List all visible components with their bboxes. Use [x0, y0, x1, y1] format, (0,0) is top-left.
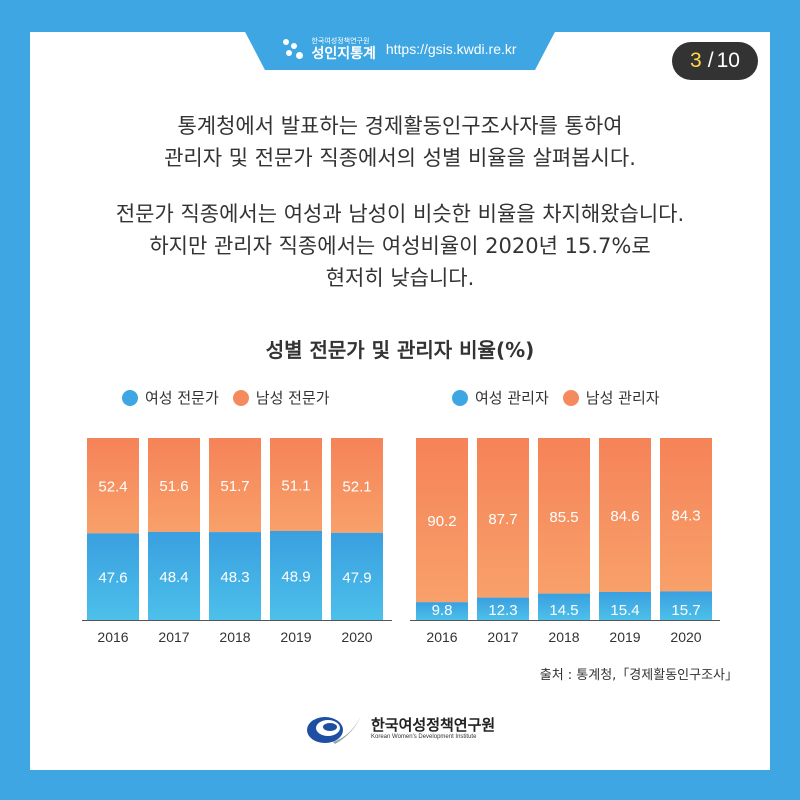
- data-label-female: 48.4: [159, 569, 188, 586]
- data-label-male: 84.3: [671, 508, 700, 525]
- x-tick-label: 2020: [341, 629, 372, 645]
- bar-male: [209, 438, 261, 533]
- x-tick-label: 2016: [426, 629, 457, 645]
- bar-male: [599, 438, 651, 592]
- bar-female: [270, 531, 322, 620]
- brand-dots-icon: [283, 39, 305, 59]
- bar-female: [416, 602, 468, 620]
- bar-female: [599, 591, 651, 620]
- x-tick-label: 2017: [487, 629, 518, 645]
- data-label-male: 90.2: [427, 513, 456, 530]
- intro-line-5: 현저히 낮습니다.: [325, 266, 475, 290]
- data-label-female: 48.9: [281, 569, 310, 586]
- source-note: 출처 : 통계청,「경제활동인구조사」: [539, 668, 738, 683]
- bar-female: [209, 532, 261, 620]
- brand-logo: 한국여성정책연구원 성인지통계: [283, 36, 376, 62]
- x-tick-label: 2017: [158, 629, 189, 645]
- bar-male: [270, 438, 322, 532]
- bar-male: [477, 438, 529, 598]
- legend-entry-male-pro: 남성 전문가: [232, 387, 330, 408]
- legend-entry-male-mgr: 남성 관리자: [562, 387, 660, 408]
- intro-paragraph-1: 통계청에서 발표하는 경제활동인구조사자를 통하여 관리자 및 전문가 직종에서…: [40, 110, 760, 174]
- data-label-male: 51.6: [159, 478, 188, 495]
- data-label-female: 15.4: [610, 602, 639, 619]
- chart-title: 성별 전문가 및 관리자 비율(%): [265, 338, 535, 362]
- legend-entry-female-mgr: 여성 관리자: [452, 387, 549, 408]
- brand-org-small: 한국여성정책연구원: [311, 36, 370, 45]
- intro-line-3: 전문가 직종에서는 여성과 남성이 비슷한 비율을 차지해왔습니다.: [115, 202, 685, 226]
- intro-line-1: 통계청에서 발표하는 경제활동인구조사자를 통하여: [177, 114, 623, 138]
- legend-dot-female-icon: [452, 389, 468, 406]
- bar-male: [660, 438, 712, 592]
- bar-female: [477, 597, 529, 620]
- intro-paragraph-2: 전문가 직종에서는 여성과 남성이 비슷한 비율을 차지해왔습니다. 하지만 관…: [40, 198, 760, 294]
- x-tick-label: 2019: [280, 629, 311, 645]
- header-tab: 한국여성정책연구원 성인지통계 https://gsis.kwdi.re.kr: [243, 28, 557, 70]
- x-tick-label: 2018: [219, 629, 250, 645]
- bar-male: [87, 438, 139, 534]
- x-tick-label: 2016: [97, 629, 128, 645]
- data-label-male: 52.1: [342, 478, 371, 495]
- legend-label: 여성 관리자: [475, 389, 549, 407]
- data-label-female: 14.5: [549, 602, 578, 619]
- legend-professionals: 여성 전문가 남성 전문가: [122, 387, 344, 408]
- bar-male: [148, 438, 200, 532]
- data-label-female: 47.6: [98, 570, 127, 587]
- data-label-female: 12.3: [488, 602, 517, 619]
- intro-line-2: 관리자 및 전문가 직종에서의 성별 비율을 살펴봅시다.: [164, 146, 636, 170]
- x-tick-label: 2020: [670, 629, 701, 645]
- legend-dot-male-icon: [232, 389, 249, 406]
- data-label-female: 9.8: [432, 602, 453, 619]
- page-separator: /: [707, 49, 714, 72]
- data-label-female: 47.9: [342, 569, 371, 586]
- legend-managers: 여성 관리자 남성 관리자: [452, 387, 674, 408]
- footer-logo: 한국여성정책연구원 Korean Women's Development Ins…: [303, 712, 495, 746]
- legend-dot-female-icon: [122, 389, 138, 406]
- bar-male: [331, 438, 383, 533]
- data-label-male: 87.7: [488, 511, 517, 528]
- data-label-male: 51.1: [281, 478, 310, 495]
- page-current: 3: [690, 49, 702, 72]
- legend-dot-male-icon: [562, 389, 579, 406]
- legend-label: 여성 전문가: [145, 389, 219, 407]
- bar-female: [660, 591, 712, 620]
- x-tick-label: 2019: [609, 629, 640, 645]
- content-card: [30, 32, 770, 770]
- data-label-male: 51.7: [220, 478, 249, 495]
- data-label-male: 84.6: [610, 508, 639, 525]
- legend-label: 남성 관리자: [585, 389, 660, 407]
- data-label-female: 15.7: [671, 602, 700, 619]
- brand-name: 성인지통계: [311, 45, 376, 62]
- kwdi-logo-icon: [307, 716, 361, 744]
- data-label-male: 85.5: [549, 509, 578, 526]
- data-label-male: 52.4: [98, 479, 127, 496]
- legend-entry-female-pro: 여성 전문가: [122, 387, 219, 408]
- legend-label: 남성 전문가: [255, 389, 330, 407]
- bar-female: [87, 533, 139, 620]
- footer-org-ko: 한국여성정책연구원: [371, 716, 496, 735]
- intro-line-4: 하지만 관리자 직종에서는 여성비율이 2020년 15.7%로: [149, 234, 651, 258]
- bar-male: [538, 438, 590, 594]
- data-label-female: 48.3: [220, 569, 249, 586]
- bar-male: [416, 438, 468, 603]
- page-total: 10: [716, 49, 740, 72]
- bar-female: [331, 532, 383, 620]
- footer-org-en: Korean Women's Development Institute: [371, 733, 477, 740]
- page-indicator: 3 / 10: [672, 42, 758, 80]
- bar-female: [148, 531, 200, 620]
- bar-female: [538, 593, 590, 620]
- x-tick-label: 2018: [548, 629, 579, 645]
- site-url-link[interactable]: https://gsis.kwdi.re.kr: [385, 41, 517, 57]
